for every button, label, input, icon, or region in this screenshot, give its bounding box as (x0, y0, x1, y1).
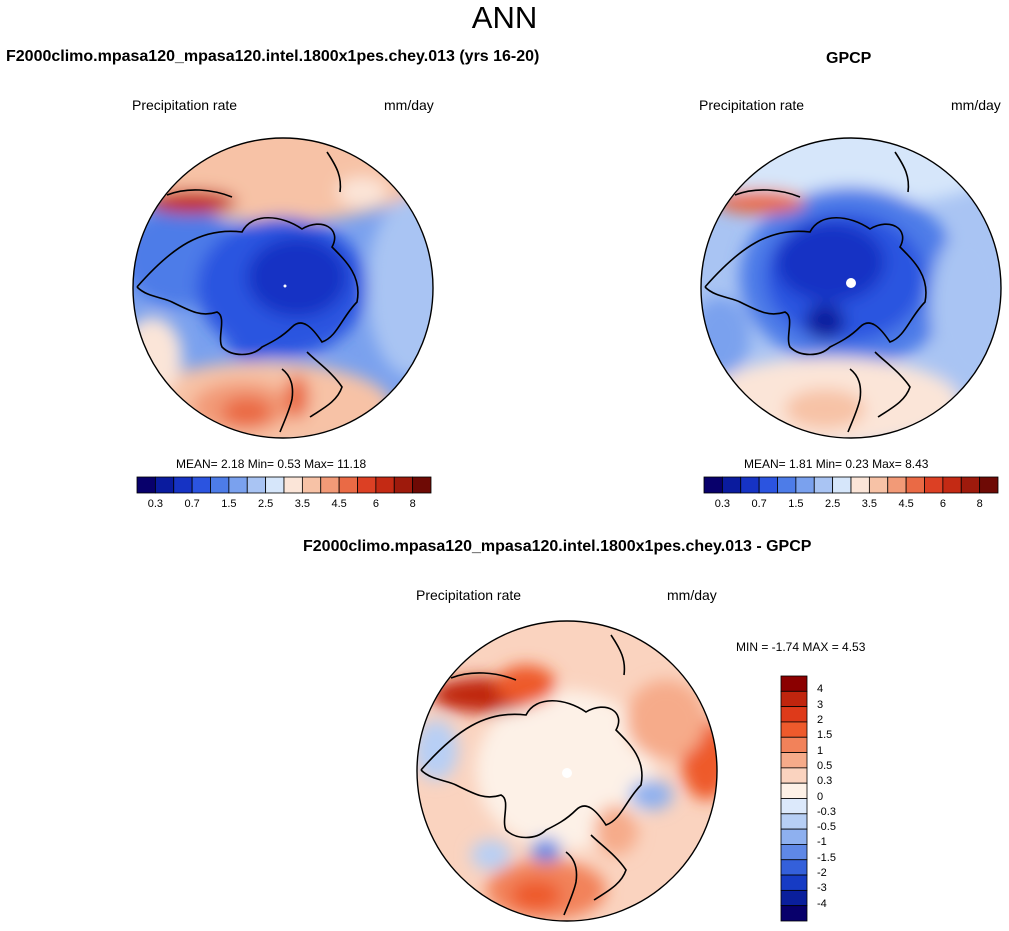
colorbar-swatch (780, 874, 808, 891)
test-polar-map (132, 137, 434, 439)
colorbar-tick-label: 1 (817, 744, 824, 757)
colorbar-swatch (795, 476, 815, 494)
colorbar-swatch (780, 828, 808, 845)
colorbar-tick-label: -1.5 (817, 851, 836, 864)
colorbar-swatch (942, 476, 962, 494)
colorbar-tick-label: 2 (817, 713, 824, 726)
colorbar-tick-label: 6 (372, 498, 379, 510)
test-units-label: mm/day (384, 97, 434, 113)
colorbar-swatch (173, 476, 193, 494)
colorbar-tick-label: 8 (976, 498, 983, 510)
colorbar-tick-label: 1.5 (817, 729, 833, 742)
colorbar-tick-label: -0.5 (817, 821, 836, 834)
colorbar-swatch (338, 476, 358, 494)
colorbar-swatch (979, 476, 999, 494)
ref-units-label: mm/day (951, 97, 1001, 113)
colorbar-swatch (780, 675, 808, 692)
diff-stats: MIN = -1.74 MAX = 4.53 (736, 640, 866, 654)
colorbar-tick-label: 1.5 (221, 498, 237, 510)
colorbar-tick-label: 0.5 (817, 759, 833, 772)
colorbar-tick-label: 1.5 (788, 498, 804, 510)
ref-colorbar (703, 476, 999, 494)
colorbar-swatch (154, 476, 175, 494)
colorbar-swatch (905, 476, 925, 494)
colorbar-swatch (265, 476, 285, 494)
test-variable-label: Precipitation rate (132, 97, 238, 113)
diff-panel-title: F2000climo.mpasa120_mpasa120.intel.1800x… (303, 538, 812, 555)
colorbar-swatch (780, 721, 808, 738)
colorbar-swatch (721, 476, 742, 494)
colorbar-swatch (832, 476, 852, 494)
colorbar-tick-label: 3.5 (294, 498, 311, 510)
colorbar-swatch (780, 706, 808, 723)
colorbar-swatch (357, 476, 377, 494)
colorbar-swatch (780, 844, 808, 861)
colorbar-swatch (813, 476, 834, 494)
colorbar-swatch (246, 476, 267, 494)
colorbar-tick-label: 6 (939, 498, 946, 510)
colorbar-swatch (780, 859, 808, 876)
colorbar-tick-label: -3 (817, 882, 827, 895)
colorbar-swatch (301, 476, 322, 494)
colorbar-swatch (960, 476, 981, 494)
colorbar-swatch (777, 476, 797, 494)
colorbar-tick-label: 4 (817, 683, 824, 696)
diff-units-label: mm/day (667, 587, 717, 603)
colorbar-swatch (136, 476, 156, 494)
diff-polar-map (416, 620, 718, 922)
colorbar-tick-label: -4 (817, 897, 827, 910)
colorbar-swatch (740, 476, 760, 494)
colorbar-swatch (780, 690, 808, 708)
colorbar-tick-label: 0.7 (184, 498, 200, 510)
figure-title: ANN (471, 0, 538, 35)
colorbar-tick-label: 0 (817, 790, 824, 803)
colorbar-swatch (924, 476, 944, 494)
colorbar-tick-label: 4.5 (898, 498, 914, 510)
colorbar-swatch (780, 889, 808, 907)
colorbar-tick-label: 0.3 (817, 775, 833, 788)
colorbar-swatch (868, 476, 889, 494)
colorbar-swatch (283, 476, 303, 494)
colorbar-swatch (780, 736, 808, 753)
colorbar-swatch (780, 905, 808, 922)
ref-panel-title: GPCP (826, 50, 872, 67)
ref-polar-map (700, 137, 1002, 439)
colorbar-swatch (780, 782, 808, 799)
colorbar-tick-label: 4.5 (331, 498, 347, 510)
colorbar-tick-label: 2.5 (257, 498, 274, 510)
colorbar-swatch (758, 476, 778, 494)
colorbar-swatch (780, 752, 808, 769)
colorbar-swatch (393, 476, 414, 494)
colorbar-tick-label: 0.7 (751, 498, 767, 510)
colorbar-tick-label: 2.5 (824, 498, 841, 510)
ref-variable-label: Precipitation rate (699, 97, 805, 113)
colorbar-tick-label: -1 (817, 836, 827, 849)
colorbar-swatch (191, 476, 211, 494)
diff-variable-label: Precipitation rate (416, 587, 522, 603)
colorbar-tick-label: 0.3 (714, 498, 731, 510)
colorbar-swatch (780, 767, 808, 784)
colorbar-swatch (412, 476, 432, 494)
colorbar-tick-label: -2 (817, 867, 827, 880)
colorbar-swatch (320, 476, 340, 494)
colorbar-tick-label: 3 (817, 698, 824, 711)
colorbar-swatch (210, 476, 230, 494)
colorbar-swatch (703, 476, 723, 494)
test-stats: MEAN= 2.18 Min= 0.53 Max= 11.18 (176, 457, 367, 471)
test-panel-title: F2000climo.mpasa120_mpasa120.intel.1800x… (6, 48, 540, 65)
colorbar-tick-label: 0.3 (147, 498, 164, 510)
colorbar-swatch (850, 476, 870, 494)
colorbar-swatch (780, 813, 808, 830)
ref-stats: MEAN= 1.81 Min= 0.23 Max= 8.43 (744, 457, 929, 471)
diff-colorbar (780, 675, 808, 922)
colorbar-swatch (375, 476, 395, 494)
colorbar-tick-label: 3.5 (861, 498, 878, 510)
colorbar-swatch (780, 798, 808, 815)
colorbar-swatch (887, 476, 907, 494)
colorbar-swatch (228, 476, 248, 494)
test-colorbar (136, 476, 432, 494)
colorbar-tick-label: 8 (409, 498, 416, 510)
colorbar-tick-label: -0.3 (817, 805, 836, 818)
